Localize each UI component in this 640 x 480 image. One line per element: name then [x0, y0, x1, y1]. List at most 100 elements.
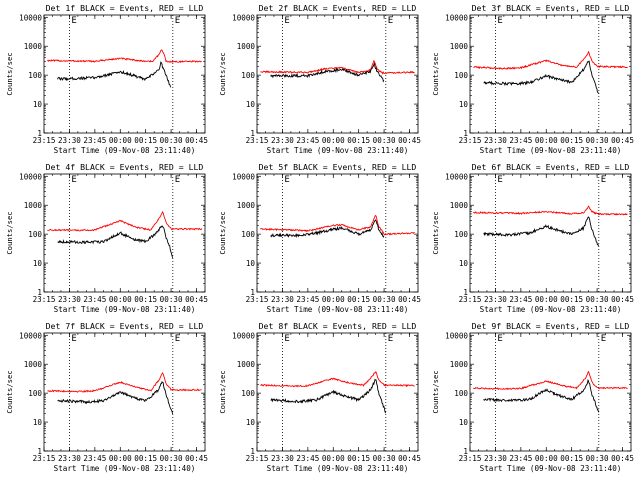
panel-title: Det 2f BLACK = Events, RED = LLD — [259, 3, 417, 13]
x-tick-label: 00:30 — [586, 454, 609, 463]
x-tick-label: 23:45 — [83, 136, 106, 145]
marker-label: E — [284, 16, 289, 26]
x-tick-label: 23:30 — [58, 295, 81, 304]
y-tick-label: 1 — [463, 129, 468, 138]
y-tick-label: 1 — [37, 447, 42, 456]
marker-label: E — [388, 16, 393, 26]
x-tick-label: 00:45 — [398, 136, 421, 145]
x-tick-label: 23:15 — [33, 454, 56, 463]
x-tick-label: 23:45 — [296, 454, 319, 463]
marker-label: E — [388, 334, 393, 344]
y-tick-label: 100 — [241, 71, 255, 80]
x-tick-label: 23:30 — [58, 136, 81, 145]
y-tick-label: 1000 — [450, 42, 469, 51]
panel-title: Det 4f BLACK = Events, RED = LLD — [46, 162, 204, 172]
y-tick-label: 1 — [37, 129, 42, 138]
panel-title: Det 5f BLACK = Events, RED = LLD — [259, 162, 417, 172]
x-tick-label: 00:15 — [134, 295, 157, 304]
x-tick-label: 23:30 — [271, 295, 294, 304]
detector-panel-6: Det 6f BLACK = Events, RED = LLD 1 10 100 10… — [431, 162, 634, 314]
series-line-events — [57, 225, 174, 259]
y-tick-label: 100 — [28, 389, 42, 398]
x-tick-label: 23:15 — [459, 136, 482, 145]
series-line-lld — [47, 49, 202, 64]
y-axis-label: Counts/sec — [218, 370, 227, 413]
x-tick-label: 00:15 — [347, 454, 370, 463]
x-tick-label: 00:00 — [109, 136, 132, 145]
marker-label: E — [284, 175, 289, 185]
series-line-events — [483, 216, 600, 247]
detector-panel-8: Det 8f BLACK = Events, RED = LLD 1 10 100 10… — [218, 321, 421, 473]
y-tick-label: 1 — [463, 447, 468, 456]
y-tick-label: 100 — [241, 230, 255, 239]
x-tick-label: 00:00 — [322, 454, 345, 463]
y-tick-label: 1000 — [450, 360, 469, 369]
y-axis-label: Counts/sec — [5, 52, 14, 95]
x-tick-label: 23:30 — [271, 454, 294, 463]
x-tick-label: 23:30 — [484, 136, 507, 145]
series-line-events — [483, 378, 600, 413]
series-line-events — [57, 61, 172, 88]
x-tick-label: 00:15 — [560, 136, 583, 145]
x-tick-label: 00:00 — [109, 454, 132, 463]
y-tick-label: 1000 — [237, 201, 256, 210]
plot-frame — [256, 173, 419, 293]
x-tick-label: 00:00 — [535, 454, 558, 463]
y-tick-label: 1000 — [24, 360, 43, 369]
y-tick-label: 100 — [454, 389, 468, 398]
marker-label: E — [175, 334, 180, 344]
y-tick-label: 1000 — [237, 42, 256, 51]
y-tick-label: 1000 — [24, 201, 43, 210]
y-tick-label: 10000 — [445, 13, 468, 22]
x-tick-label: 23:30 — [484, 295, 507, 304]
x-tick-label: 23:30 — [58, 454, 81, 463]
x-tick-label: 23:45 — [509, 454, 532, 463]
x-axis-label: Start Time (09-Nov-08 23:11:40) — [480, 305, 622, 314]
x-tick-label: 00:45 — [185, 454, 208, 463]
x-tick-label: 00:00 — [535, 295, 558, 304]
y-tick-label: 10 — [33, 418, 43, 427]
x-axis-label: Start Time (09-Nov-08 23:11:40) — [480, 464, 622, 473]
marker-label: E — [388, 175, 393, 185]
detector-panel-3: Det 3f BLACK = Events, RED = LLD 1 10 100 10… — [431, 3, 634, 155]
marker-label: E — [71, 16, 76, 26]
marker-label: E — [601, 16, 606, 26]
x-tick-label: 23:15 — [459, 454, 482, 463]
x-tick-label: 00:15 — [134, 136, 157, 145]
panel-title: Det 9f BLACK = Events, RED = LLD — [472, 321, 630, 331]
panel-title: Det 8f BLACK = Events, RED = LLD — [259, 321, 417, 331]
y-tick-label: 10000 — [19, 331, 42, 340]
y-axis-label: Counts/sec — [5, 370, 14, 413]
y-tick-label: 1000 — [24, 42, 43, 51]
x-tick-label: 23:45 — [509, 136, 532, 145]
series-line-lld — [260, 60, 415, 75]
y-tick-label: 1000 — [237, 360, 256, 369]
marker-label: E — [284, 334, 289, 344]
x-tick-label: 23:30 — [271, 136, 294, 145]
x-tick-label: 00:30 — [373, 454, 396, 463]
detector-panel-9: Det 9f BLACK = Events, RED = LLD 1 10 100 10… — [431, 321, 634, 473]
series-line-events — [270, 219, 385, 239]
x-tick-label: 00:15 — [560, 295, 583, 304]
x-axis-label: Start Time (09-Nov-08 23:11:40) — [480, 146, 622, 155]
x-tick-label: 00:45 — [398, 454, 421, 463]
x-tick-label: 00:45 — [398, 295, 421, 304]
y-tick-label: 10 — [33, 259, 43, 268]
y-tick-label: 10000 — [445, 172, 468, 181]
series-line-lld — [473, 205, 628, 216]
x-tick-label: 00:45 — [611, 136, 634, 145]
plot-frame — [469, 332, 632, 452]
x-axis-label: Start Time (09-Nov-08 23:11:40) — [267, 464, 409, 473]
series-line-events — [270, 378, 387, 414]
x-axis-label: Start Time (09-Nov-08 23:11:40) — [54, 146, 196, 155]
x-axis-label: Start Time (09-Nov-08 23:11:40) — [267, 305, 409, 314]
series-line-events — [483, 60, 599, 94]
x-axis-label: Start Time (09-Nov-08 23:11:40) — [54, 305, 196, 314]
y-tick-label: 10000 — [232, 172, 255, 181]
x-tick-label: 00:00 — [535, 136, 558, 145]
y-tick-label: 10000 — [445, 331, 468, 340]
x-tick-label: 00:45 — [611, 295, 634, 304]
marker-label: E — [71, 175, 76, 185]
y-axis-label: Counts/sec — [218, 52, 227, 95]
